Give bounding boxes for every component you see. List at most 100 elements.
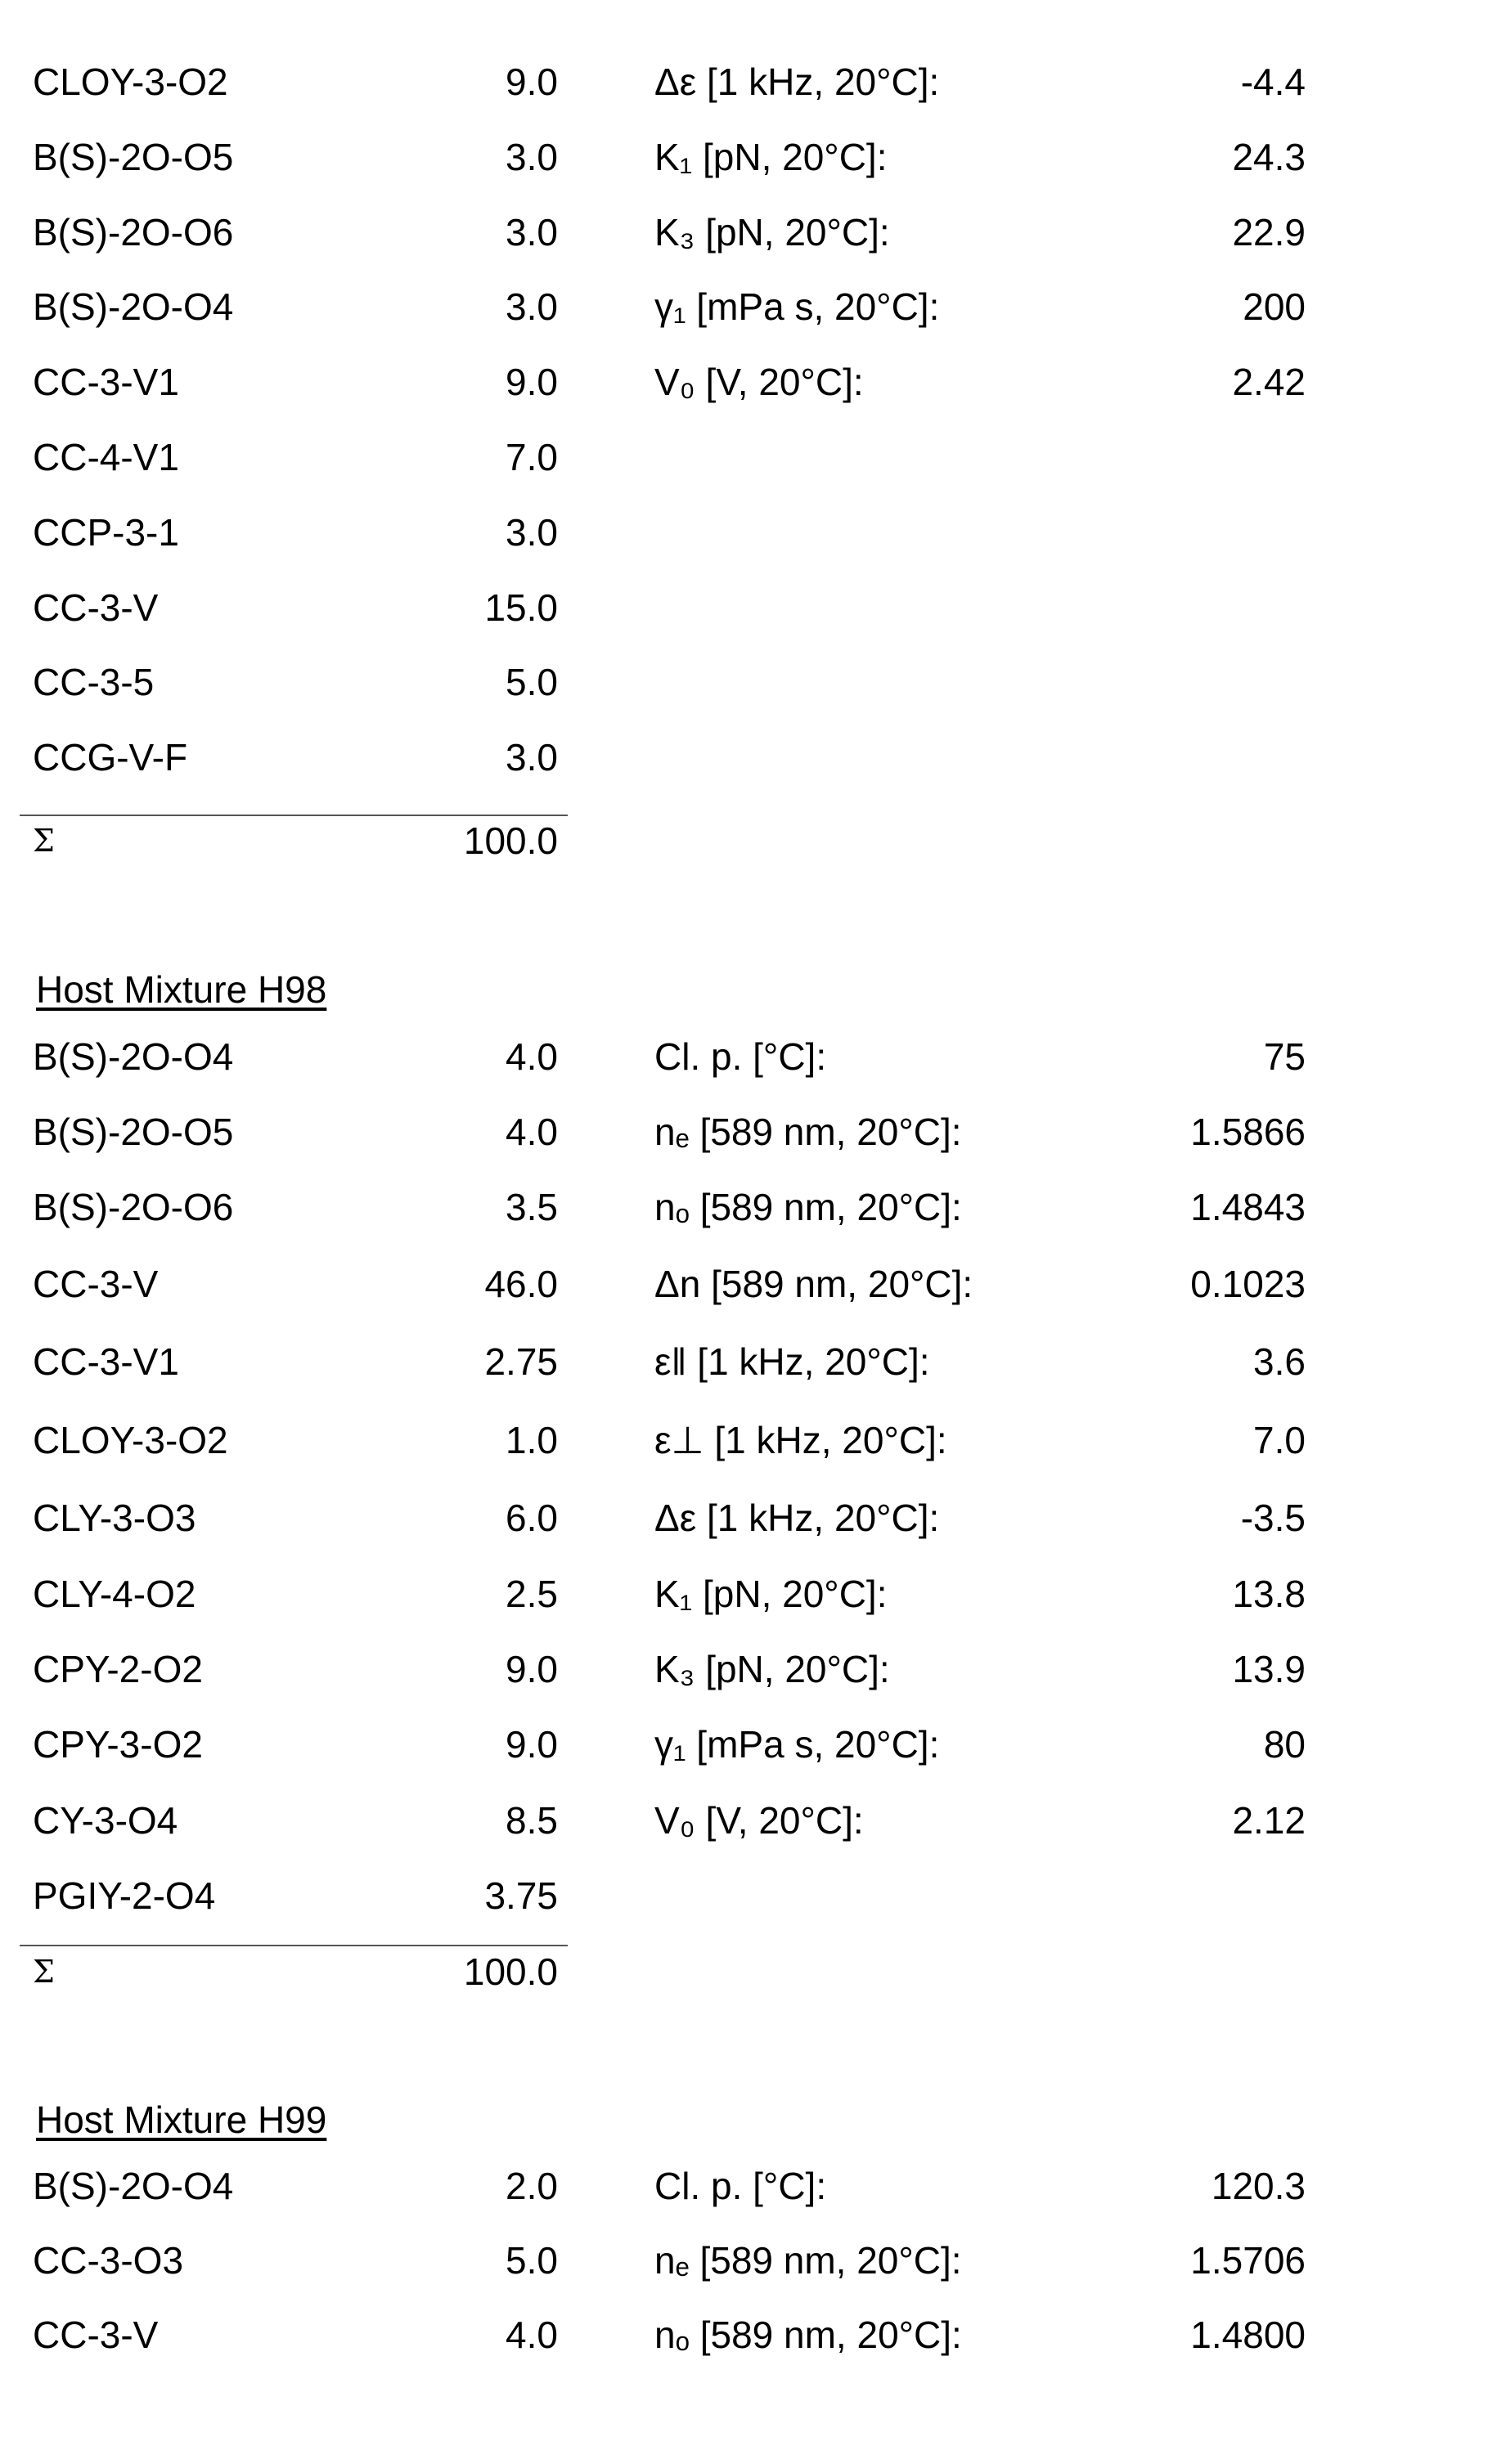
table-row: B(S)-2O-O6 3.5 nₒ [589 nm, 20°C]: 1.4843	[0, 1183, 1488, 1232]
table-row: B(S)-2O-O4 3.0 γ₁ [mPa s, 20°C]: 200	[0, 282, 1488, 331]
table-row: CC-3-O3 5.0 nₑ [589 nm, 20°C]: 1.5706	[0, 2236, 1488, 2285]
property-label: Δε [1 kHz, 20°C]:	[654, 61, 940, 103]
property-label: nₑ [589 nm, 20°C]:	[654, 1111, 962, 1153]
table-row: CLY-4-O2 2.5 K₁ [pN, 20°C]: 13.8	[0, 1569, 1488, 1618]
component-name: CLOY-3-O2	[33, 61, 228, 103]
component-name: CC-4-V1	[33, 436, 179, 478]
section-title: Host Mixture H99	[36, 2098, 327, 2141]
property-label: Δn [589 nm, 20°C]:	[654, 1263, 973, 1305]
table-row: CLOY-3-O2 9.0 Δε [1 kHz, 20°C]: -4.4	[0, 57, 1488, 106]
table-row: CPY-2-O2 9.0 K₃ [pN, 20°C]: 13.9	[0, 1645, 1488, 1694]
table-row: CC-3-V 15.0	[0, 583, 1488, 632]
component-name: CLY-3-O3	[33, 1497, 196, 1539]
component-name: B(S)-2O-O5	[33, 135, 234, 178]
sum-symbol: Σ	[33, 1954, 55, 1990]
component-name: B(S)-2O-O6	[33, 1186, 234, 1228]
component-name: CC-3-O3	[33, 2239, 184, 2282]
component-value: 9.0	[506, 361, 558, 404]
component-value: 2.5	[506, 1573, 558, 1615]
component-value: 8.5	[506, 1799, 558, 1842]
property-label: Δε [1 kHz, 20°C]:	[654, 1497, 940, 1539]
component-value: 4.0	[506, 1035, 558, 1078]
component-name: CCP-3-1	[33, 510, 179, 554]
component-value: 5.0	[506, 661, 558, 704]
component-value: 3.0	[506, 210, 558, 254]
property-label: V₀ [V, 20°C]:	[654, 1799, 864, 1842]
component-name: PGIY-2-O4	[33, 1874, 216, 1917]
table-row: CLY-3-O3 6.0 Δε [1 kHz, 20°C]: -3.5	[0, 1493, 1488, 1542]
sum-value: 100.0	[463, 819, 558, 862]
component-value: 3.75	[484, 1874, 558, 1917]
property-label: K₃ [pN, 20°C]:	[654, 1648, 890, 1690]
component-name: B(S)-2O-O4	[33, 1035, 234, 1078]
property-value: 1.4800	[1190, 2314, 1306, 2356]
component-name: CLOY-3-O2	[33, 1419, 228, 1461]
component-value: 2.0	[506, 2165, 558, 2207]
property-label: K₁ [pN, 20°C]:	[654, 135, 888, 178]
property-label: ε‖ [1 kHz, 20°C]:	[654, 1340, 930, 1383]
property-value: 1.4843	[1190, 1186, 1306, 1228]
component-name: CC-3-V	[33, 586, 159, 629]
property-value: 7.0	[1253, 1419, 1306, 1461]
property-label: Cl. p. [°C]:	[654, 2165, 827, 2207]
property-value: 120.3	[1211, 2165, 1306, 2207]
component-value: 3.0	[506, 510, 558, 554]
property-label: V₀ [V, 20°C]:	[654, 361, 864, 404]
sum-value: 100.0	[463, 1950, 558, 1993]
property-value: 22.9	[1232, 210, 1306, 254]
component-value: 6.0	[506, 1497, 558, 1539]
component-value: 4.0	[506, 1111, 558, 1153]
table-row: CLOY-3-O2 1.0 ε⊥ [1 kHz, 20°C]: 7.0	[0, 1416, 1488, 1465]
component-name: CLY-4-O2	[33, 1573, 196, 1615]
property-label: K₁ [pN, 20°C]:	[654, 1573, 888, 1615]
property-label: nₑ [589 nm, 20°C]:	[654, 2239, 962, 2282]
sum-divider	[20, 1945, 568, 1946]
property-value: 2.12	[1232, 1799, 1306, 1842]
property-label: γ₁ [mPa s, 20°C]:	[654, 285, 940, 329]
component-value: 2.75	[484, 1340, 558, 1383]
table-row: PGIY-2-O4 3.75	[0, 1871, 1488, 1920]
component-value: 46.0	[484, 1263, 558, 1305]
component-name: CC-3-V1	[33, 361, 179, 404]
table-row: B(S)-2O-O5 4.0 nₑ [589 nm, 20°C]: 1.5866	[0, 1107, 1488, 1156]
property-label: ε⊥ [1 kHz, 20°C]:	[654, 1419, 947, 1461]
property-label: nₒ [589 nm, 20°C]:	[654, 1186, 962, 1228]
table-row: CC-3-V 4.0 nₒ [589 nm, 20°C]: 1.4800	[0, 2310, 1488, 2359]
property-value: -3.5	[1240, 1497, 1306, 1539]
component-name: B(S)-2O-O6	[33, 210, 234, 254]
component-value: 9.0	[506, 1648, 558, 1690]
component-name: CY-3-O4	[33, 1799, 178, 1842]
component-name: CC-3-5	[33, 661, 155, 704]
section-title: Host Mixture H98	[36, 968, 327, 1011]
component-value: 3.0	[506, 285, 558, 329]
table-row: B(S)-2O-O4 4.0 Cl. p. [°C]: 75	[0, 1032, 1488, 1081]
property-label: Cl. p. [°C]:	[654, 1035, 827, 1078]
component-name: CC-3-V1	[33, 1340, 179, 1383]
property-value: 80	[1263, 1723, 1306, 1766]
table-row: B(S)-2O-O6 3.0 K₃ [pN, 20°C]: 22.9	[0, 208, 1488, 257]
table-row: CPY-3-O2 9.0 γ₁ [mPa s, 20°C]: 80	[0, 1720, 1488, 1769]
component-value: 3.0	[506, 736, 558, 779]
component-value: 5.0	[506, 2239, 558, 2282]
component-value: 9.0	[506, 61, 558, 103]
property-value: 200	[1243, 285, 1306, 329]
component-value: 4.0	[506, 2314, 558, 2356]
component-name: CC-3-V	[33, 2314, 159, 2356]
component-value: 3.5	[506, 1186, 558, 1228]
table-row: CC-3-5 5.0	[0, 658, 1488, 707]
property-value: 1.5866	[1190, 1111, 1306, 1153]
component-value: 15.0	[484, 586, 558, 629]
table-row: CC-3-V1 9.0 V₀ [V, 20°C]: 2.42	[0, 357, 1488, 406]
property-value: 24.3	[1232, 135, 1306, 178]
component-name: CPY-3-O2	[33, 1723, 203, 1766]
property-value: 13.8	[1232, 1573, 1306, 1615]
property-value: 75	[1263, 1035, 1306, 1078]
table-row: B(S)-2O-O5 3.0 K₁ [pN, 20°C]: 24.3	[0, 132, 1488, 182]
table-row: CC-3-V1 2.75 ε‖ [1 kHz, 20°C]: 3.6	[0, 1337, 1488, 1386]
sum-divider	[20, 815, 568, 816]
component-name: CC-3-V	[33, 1263, 159, 1305]
property-value: -4.4	[1240, 61, 1306, 103]
property-value: 3.6	[1253, 1340, 1306, 1383]
property-value: 2.42	[1232, 361, 1306, 404]
